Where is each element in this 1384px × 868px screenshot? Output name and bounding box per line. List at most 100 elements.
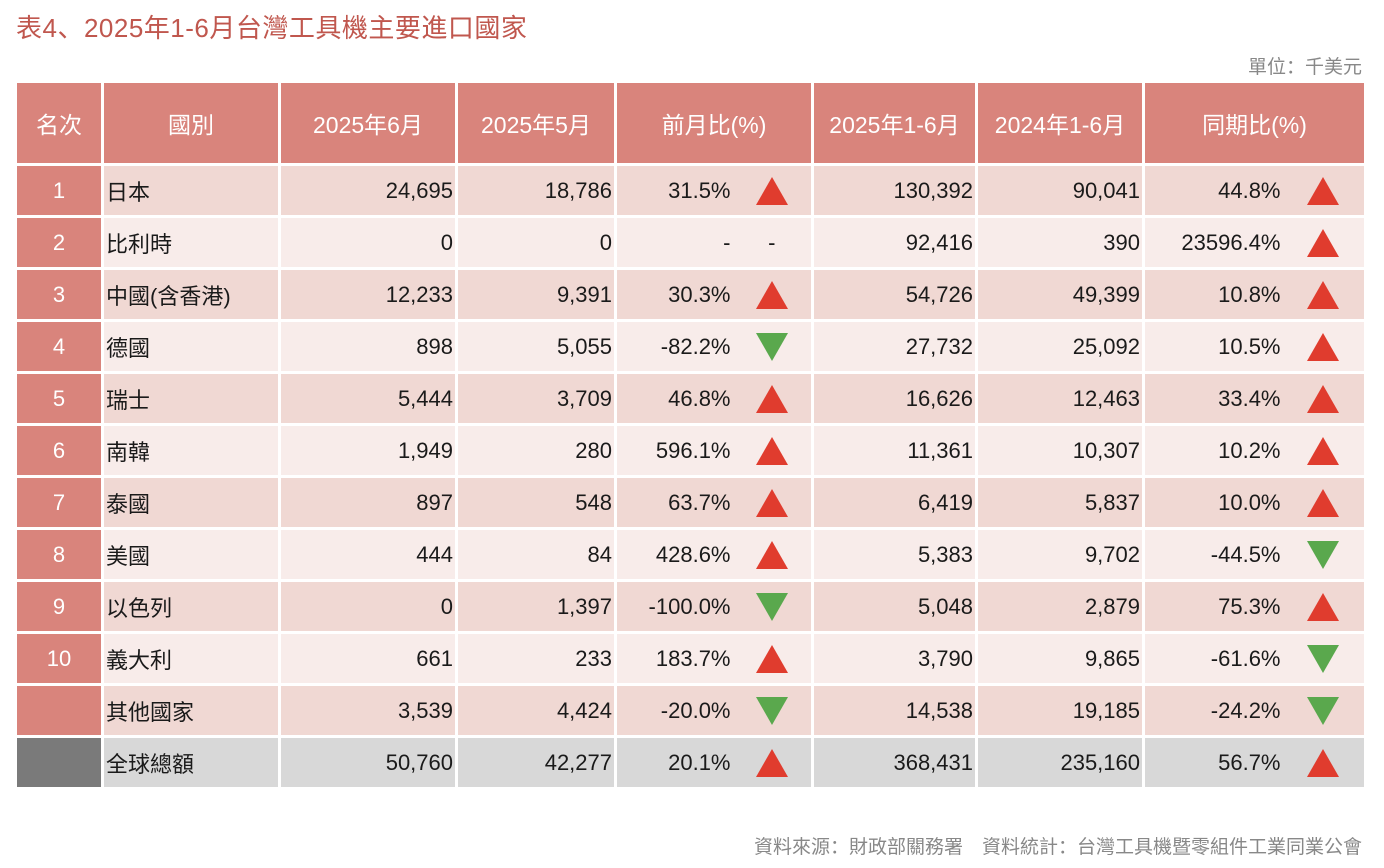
up-triangle-icon: [755, 176, 788, 205]
rank-cell: 3: [14, 267, 104, 322]
up-triangle-icon: [1307, 332, 1340, 361]
ytd-2024-cell: 12,463: [975, 371, 1145, 426]
mom-cell: -100.0%: [614, 579, 733, 634]
mom-cell: 46.8%: [614, 371, 733, 426]
mom-arrow-cell: [732, 631, 814, 686]
yoy-arrow-cell: [1282, 579, 1367, 634]
yoy-arrow-cell: [1282, 319, 1367, 374]
country-cell: 瑞士: [101, 371, 281, 426]
rank-cell: 6: [14, 423, 104, 478]
down-triangle-icon: [755, 332, 788, 361]
mom-cell: -: [614, 215, 733, 270]
yoy-arrow-cell: [1282, 371, 1367, 426]
rank-cell: [14, 735, 104, 790]
country-cell: 泰國: [101, 475, 281, 530]
ytd-2024-cell: 9,865: [975, 631, 1145, 686]
yoy-cell: 56.7%: [1142, 735, 1283, 790]
may-2025-cell: 84: [455, 527, 617, 582]
ytd-2025-cell: 14,538: [811, 683, 978, 738]
mom-cell: -20.0%: [614, 683, 733, 738]
up-triangle-icon: [1307, 280, 1340, 309]
table-row: 7 泰國 897 548 63.7% 6,419 5,837 10.0%: [14, 475, 1367, 530]
yoy-arrow-cell: [1282, 163, 1367, 218]
ytd-2024-cell: 5,837: [975, 475, 1145, 530]
up-triangle-icon: [1307, 384, 1340, 413]
ytd-2025-cell: 16,626: [811, 371, 978, 426]
ytd-2025-cell: 5,048: [811, 579, 978, 634]
country-cell: 比利時: [101, 215, 281, 270]
table-row: 9 以色列 0 1,397 -100.0% 5,048 2,879 75.3%: [14, 579, 1367, 634]
mom-arrow-cell: -: [732, 215, 814, 270]
down-triangle-icon: [1307, 696, 1340, 725]
may-2025-cell: 9,391: [455, 267, 617, 322]
mom-cell: 31.5%: [614, 163, 733, 218]
table-row: 1 日本 24,695 18,786 31.5% 130,392 90,041 44.8%: [14, 163, 1367, 218]
page-title: 表4、2025年1-6月台灣工具機主要進口國家: [16, 13, 528, 43]
up-triangle-icon: [755, 540, 788, 569]
may-2025-cell: 42,277: [455, 735, 617, 790]
ytd-2025-cell: 130,392: [811, 163, 978, 218]
ytd-2025-cell: 11,361: [811, 423, 978, 478]
yoy-cell: -44.5%: [1142, 527, 1283, 582]
jun-2025-cell: 24,695: [278, 163, 458, 218]
header-rank: 名次: [14, 80, 104, 166]
ytd-2024-cell: 25,092: [975, 319, 1145, 374]
may-2025-cell: 280: [455, 423, 617, 478]
table-row: 3 中國(含香港) 12,233 9,391 30.3% 54,726 49,399 10.8…: [14, 267, 1367, 322]
mom-cell: 20.1%: [614, 735, 733, 790]
yoy-cell: 75.3%: [1142, 579, 1283, 634]
yoy-arrow-cell: [1282, 735, 1367, 790]
rank-cell: 4: [14, 319, 104, 374]
mom-arrow-cell: [732, 579, 814, 634]
yoy-cell: -61.6%: [1142, 631, 1283, 686]
header-mom: 前月比(%): [614, 80, 814, 166]
country-cell: 中國(含香港): [101, 267, 281, 322]
mom-arrow-cell: [732, 735, 814, 790]
unit-label: 單位：千美元: [1247, 57, 1362, 78]
country-cell: 全球總額: [101, 735, 281, 790]
up-triangle-icon: [755, 644, 788, 673]
table-row: 6 南韓 1,949 280 596.1% 11,361 10,307 10.2%: [14, 423, 1367, 478]
jun-2025-cell: 50,760: [278, 735, 458, 790]
table-row: 4 德國 898 5,055 -82.2% 27,732 25,092 10.5%: [14, 319, 1367, 374]
yoy-cell: 10.0%: [1142, 475, 1283, 530]
header-ytd-2025: 2025年1-6月: [811, 80, 978, 166]
ytd-2025-cell: 5,383: [811, 527, 978, 582]
rank-cell: 7: [14, 475, 104, 530]
table-row: 其他國家 3,539 4,424 -20.0% 14,538 19,185 -24.2%: [14, 683, 1367, 738]
mom-cell: 596.1%: [614, 423, 733, 478]
rank-cell: [14, 683, 104, 738]
up-triangle-icon: [1307, 748, 1340, 777]
header-yoy: 同期比(%): [1142, 80, 1367, 166]
header-country: 國別: [101, 80, 281, 166]
yoy-cell: -24.2%: [1142, 683, 1283, 738]
ytd-2025-cell: 3,790: [811, 631, 978, 686]
ytd-2024-cell: 90,041: [975, 163, 1145, 218]
ytd-2024-cell: 19,185: [975, 683, 1145, 738]
mom-arrow-cell: [732, 683, 814, 738]
country-cell: 以色列: [101, 579, 281, 634]
down-triangle-icon: [755, 592, 788, 621]
header-ytd-2024: 2024年1-6月: [975, 80, 1145, 166]
header-jun-2025: 2025年6月: [278, 80, 458, 166]
yoy-arrow-cell: [1282, 215, 1367, 270]
rank-cell: 10: [14, 631, 104, 686]
down-triangle-icon: [1307, 644, 1340, 673]
country-cell: 日本: [101, 163, 281, 218]
may-2025-cell: 18,786: [455, 163, 617, 218]
yoy-cell: 44.8%: [1142, 163, 1283, 218]
jun-2025-cell: 898: [278, 319, 458, 374]
down-triangle-icon: [1307, 540, 1340, 569]
yoy-arrow-cell: [1282, 527, 1367, 582]
up-triangle-icon: [755, 748, 788, 777]
table-row: 5 瑞士 5,444 3,709 46.8% 16,626 12,463 33.4%: [14, 371, 1367, 426]
mom-arrow-cell: [732, 423, 814, 478]
mom-arrow-cell: [732, 527, 814, 582]
mom-cell: 30.3%: [614, 267, 733, 322]
source-footer: 資料來源：財政部關務署 資料統計：台灣工具機暨零組件工業同業公會: [753, 837, 1362, 858]
up-triangle-icon: [755, 384, 788, 413]
up-triangle-icon: [755, 436, 788, 465]
ytd-2025-cell: 368,431: [811, 735, 978, 790]
mom-cell: -82.2%: [614, 319, 733, 374]
jun-2025-cell: 3,539: [278, 683, 458, 738]
